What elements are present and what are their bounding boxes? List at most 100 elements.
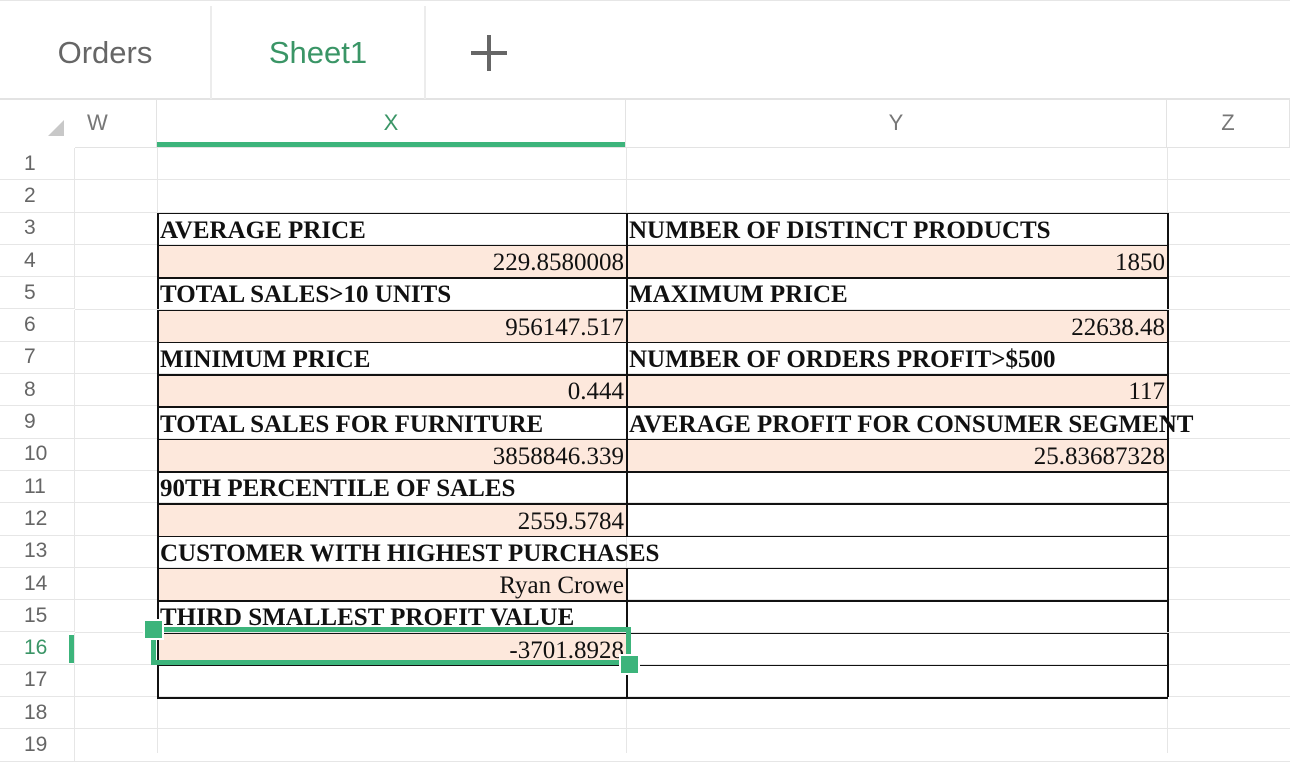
row-header-8[interactable]: 8 — [0, 374, 75, 407]
cell-X12[interactable]: 2559.5784 — [157, 503, 626, 536]
row-header-2[interactable]: 2 — [0, 180, 75, 213]
cell-Y6[interactable]: 22638.48 — [626, 309, 1167, 342]
column-header-x[interactable]: X — [157, 100, 626, 148]
cell-Y11[interactable] — [626, 471, 1167, 503]
cell-Y7[interactable]: NUMBER OF ORDERS PROFIT>$500 — [626, 342, 1167, 374]
cell-X16[interactable]: -3701.8928 — [157, 632, 626, 665]
table-border — [626, 341, 628, 375]
cell-label-text: TOTAL SALES>10 UNITS — [160, 281, 452, 309]
column-header-y[interactable]: Y — [626, 100, 1167, 148]
cell-X4[interactable]: 229.8580008 — [157, 244, 626, 278]
cell-X5[interactable]: TOTAL SALES>10 UNITS — [157, 277, 626, 309]
cell-X13[interactable]: CUSTOMER WITH HIGHEST PURCHASES — [157, 536, 1167, 568]
table-border — [157, 244, 159, 278]
selection-handle-bottom-right[interactable] — [619, 654, 640, 675]
row-header-4[interactable]: 4 — [0, 244, 75, 278]
cell-X11[interactable]: 90TH PERCENTILE OF SALES — [157, 471, 626, 503]
tab-label: Sheet1 — [268, 34, 368, 70]
cell-X3[interactable]: AVERAGE PRICE — [157, 213, 626, 245]
column-header-z[interactable]: Z — [1167, 100, 1290, 148]
cell-label-text: THIRD SMALLEST PROFIT VALUE — [160, 604, 575, 632]
row-header-3[interactable]: 3 — [0, 212, 75, 245]
table-border — [1167, 212, 1169, 245]
column-header-w[interactable]: W — [75, 100, 157, 148]
cell-Y3[interactable]: NUMBER OF DISTINCT PRODUCTS — [626, 213, 1167, 245]
cell-Y5[interactable]: MAXIMUM PRICE — [626, 277, 1167, 309]
table-border — [1167, 438, 1169, 471]
table-border — [157, 277, 1168, 279]
tab-sheet1[interactable]: Sheet1 — [212, 6, 426, 99]
row-label: 9 — [24, 410, 36, 434]
cell-X7[interactable]: MINIMUM PRICE — [157, 342, 626, 374]
cell-Y14[interactable] — [626, 568, 1167, 600]
row-label: 13 — [24, 539, 48, 563]
table-border — [157, 632, 159, 665]
row-header-13[interactable]: 13 — [0, 535, 75, 568]
table-border — [157, 374, 1168, 376]
table-border — [157, 535, 159, 568]
table-border — [157, 244, 1168, 247]
cell-label-text: NUMBER OF ORDERS PROFIT>$500 — [629, 346, 1056, 374]
cell-Y9[interactable]: AVERAGE PROFIT FOR CONSUMER SEGMENT — [626, 406, 1193, 438]
cell-X17[interactable] — [157, 665, 626, 697]
table-border — [1167, 277, 1169, 310]
cell-value-text: 0.444 — [567, 378, 624, 406]
cell-Y15[interactable] — [626, 600, 1167, 632]
selected-row-marker — [69, 634, 74, 663]
cell-X8[interactable]: 0.444 — [157, 374, 626, 407]
cell-label-text: MAXIMUM PRICE — [629, 281, 848, 309]
selection-handle-top-left[interactable] — [143, 619, 164, 640]
row-header-10[interactable]: 10 — [0, 438, 75, 471]
select-all-corner[interactable] — [48, 120, 64, 136]
cell-X15[interactable]: THIRD SMALLEST PROFIT VALUE — [157, 600, 626, 632]
cell-label-text: AVERAGE PROFIT FOR CONSUMER SEGMENT — [629, 410, 1194, 438]
add-sheet-button[interactable] — [426, 6, 552, 99]
cell-Y16[interactable] — [626, 633, 1167, 665]
row-header-15[interactable]: 15 — [0, 600, 75, 633]
cell-Y8[interactable]: 117 — [626, 374, 1167, 407]
row-header-17[interactable]: 17 — [0, 664, 75, 698]
table-border — [1167, 600, 1169, 633]
cell-value-text: 956147.517 — [505, 313, 624, 341]
cell-label-text: NUMBER OF DISTINCT PRODUCTS — [629, 216, 1051, 244]
row-label: 6 — [24, 313, 36, 337]
cell-label-text: 90TH PERCENTILE OF SALES — [160, 475, 516, 503]
row-header-19[interactable]: 19 — [0, 729, 75, 762]
cell-Y17[interactable] — [626, 665, 1167, 697]
table-border — [157, 309, 159, 342]
table-border — [157, 600, 1168, 602]
row-header-14[interactable]: 14 — [0, 567, 75, 601]
table-border — [157, 374, 159, 407]
table-border — [157, 632, 1168, 634]
row-label: 19 — [24, 733, 48, 757]
table-border — [157, 503, 159, 536]
row-header-9[interactable]: 9 — [0, 406, 75, 439]
column-label: Z — [1221, 110, 1235, 135]
row-header-5[interactable]: 5 — [0, 277, 75, 310]
cell-Y4[interactable]: 1850 — [626, 244, 1167, 278]
cell-X6[interactable]: 956147.517 — [157, 309, 626, 342]
tab-orders[interactable]: Orders — [0, 6, 212, 99]
cell-Y10[interactable]: 25.83687328 — [626, 438, 1167, 471]
column-label: W — [87, 110, 108, 135]
cell-value-text: 2559.5784 — [517, 507, 624, 535]
row-gridline — [75, 663, 1290, 665]
row-label: 1 — [24, 151, 36, 175]
cell-label-text: AVERAGE PRICE — [160, 216, 366, 244]
row-header-1[interactable]: 1 — [0, 148, 75, 181]
row-header-12[interactable]: 12 — [0, 503, 75, 536]
row-header-11[interactable]: 11 — [0, 471, 75, 504]
cell-X9[interactable]: TOTAL SALES FOR FURNITURE — [157, 406, 626, 438]
row-header-7[interactable]: 7 — [0, 341, 75, 375]
row-header-18[interactable]: 18 — [0, 697, 75, 730]
cell-Y12[interactable] — [626, 503, 1167, 535]
table-border — [626, 471, 628, 504]
cell-label-text: TOTAL SALES FOR FURNITURE — [160, 410, 544, 438]
cell-X14[interactable]: Ryan Crowe — [157, 567, 626, 601]
table-border — [626, 244, 628, 278]
row-header-6[interactable]: 6 — [0, 309, 75, 342]
row-label: 14 — [24, 571, 48, 595]
row-gridline — [75, 373, 1290, 375]
row-header-16[interactable]: 16 — [0, 632, 75, 665]
cell-X10[interactable]: 3858846.339 — [157, 438, 626, 471]
